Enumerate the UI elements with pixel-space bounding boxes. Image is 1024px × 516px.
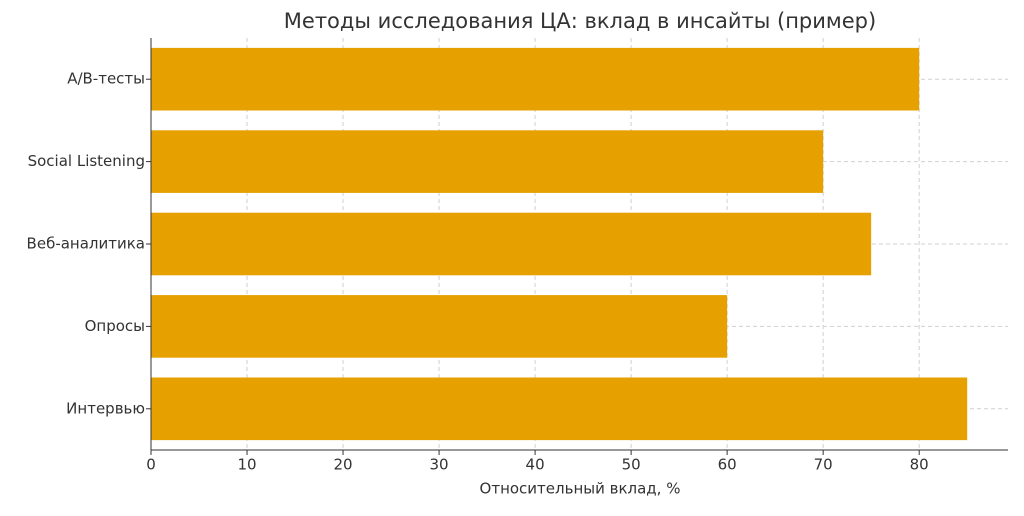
x-tick-label: 50 [622, 456, 641, 474]
x-axis-label: Относительный вклад, % [480, 480, 681, 498]
x-tick-label: 0 [146, 456, 156, 474]
x-tick-label: 80 [910, 456, 929, 474]
y-tick-label: Веб-аналитика [27, 235, 145, 253]
x-tick-label: 10 [237, 456, 256, 474]
x-tick-label: 40 [526, 456, 545, 474]
y-tick-label: A/B-тесты [67, 70, 145, 88]
x-tick-label: 20 [333, 456, 352, 474]
y-tick-label: Интервью [66, 399, 145, 417]
bar [151, 212, 872, 276]
bar [151, 130, 824, 193]
x-tick-label: 30 [430, 456, 449, 474]
bar [151, 295, 728, 358]
chart-title: Методы исследования ЦА: вклад в инсайты … [284, 9, 876, 33]
y-tick-label: Social Listening [28, 152, 145, 170]
x-tick-label: 70 [814, 456, 833, 474]
bar [151, 47, 920, 111]
bar [151, 377, 968, 441]
x-tick-label: 60 [718, 456, 737, 474]
y-tick-label: Опросы [85, 317, 145, 335]
